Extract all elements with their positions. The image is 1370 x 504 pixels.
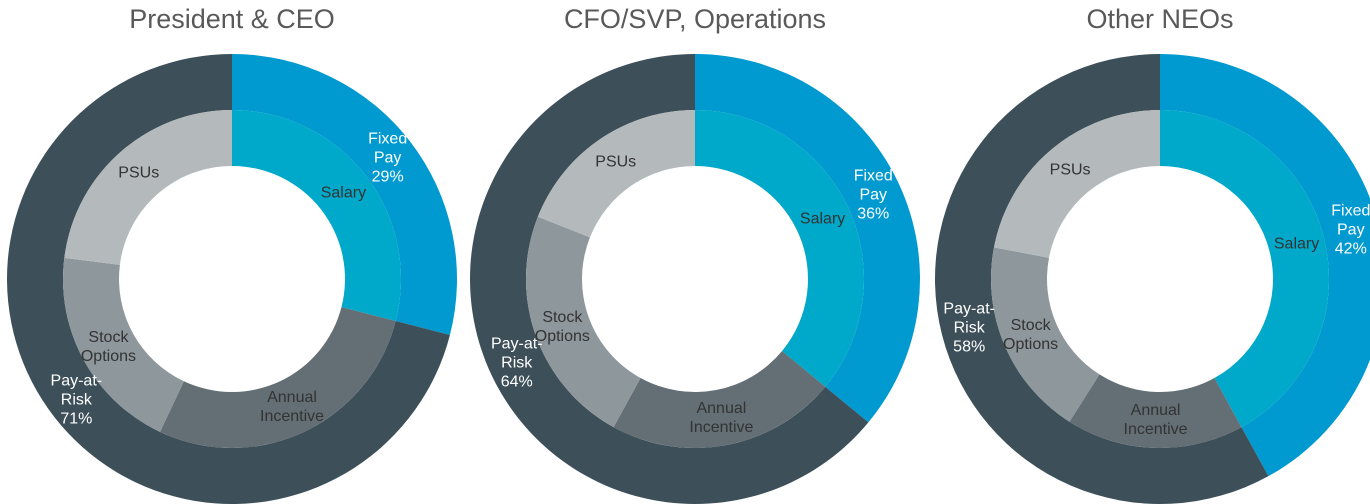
outer-segment [470,54,869,504]
category-label: PSUs [1049,161,1091,179]
segment-label: Pay-at-Risk 58% [943,299,995,356]
category-label: Stock Options [80,328,136,365]
segment-label: Fixed Pay 36% [847,167,899,224]
category-label: Annual Incentive [689,399,754,436]
outer-segment [935,54,1269,504]
chart-title: CFO/SVP, Operations [563,4,827,34]
category-label: Salary [320,184,367,202]
value-label: 36% [857,205,890,223]
value-label: 64% [500,373,533,391]
inner-segment [991,247,1100,422]
segment-label: Salary [1257,234,1337,253]
inner-segment [537,110,695,238]
chart-title: President & CEO [129,4,335,34]
category-label: Fixed Pay [853,167,893,204]
inner-segment [232,110,402,322]
segment-label: Annual Incentive [681,399,761,437]
inner-segment [613,351,826,449]
category-label: Salary [1273,235,1320,253]
outer-segment [232,54,457,335]
category-label: Fixed Pay [1331,202,1370,239]
segment-label: Fixed Pay 29% [362,130,414,187]
inner-segment [62,257,184,432]
value-label: 29% [371,168,404,186]
outer-segment [695,54,920,423]
segment-label: Annual Incentive [252,388,332,426]
segment-label: PSUs [99,164,179,183]
inner-segment [160,307,396,448]
value-label: 42% [1334,240,1367,258]
segment-label: PSUs [576,153,656,172]
segment-label: PSUs [1030,161,1110,180]
category-label: Annual Incentive [260,388,325,425]
category-label: Pay-at-Risk [50,372,103,409]
chart-title: Other NEOs [1086,4,1234,34]
category-label: Pay-at-Risk [943,300,995,337]
segment-label: Stock Options [991,316,1071,354]
inner-segment [1160,110,1329,428]
category-label: Salary [799,210,846,228]
category-label: Stock Options [1003,316,1059,353]
category-label: PSUs [595,153,637,171]
segment-label: Salary [783,209,863,228]
value-label: 71% [60,410,93,428]
outer-segment [1160,54,1370,477]
category-label: Stock Options [534,308,590,345]
segment-label: Stock Options [68,328,148,366]
category-label: Fixed Pay [368,130,408,167]
inner-segment [993,110,1160,258]
inner-segment [695,110,864,387]
category-label: Annual Incentive [1123,401,1188,438]
segment-label: Salary [303,183,383,202]
segment-label: Stock Options [522,308,602,346]
segment-label: Pay-at-Risk 71% [50,371,103,428]
segment-label: Annual Incentive [1116,401,1196,439]
segment-label: Pay-at-Risk 64% [491,334,543,391]
category-label: Pay-at-Risk [490,335,543,372]
category-label: PSUs [118,164,160,182]
segment-label: Fixed Pay 42% [1325,202,1370,259]
value-label: 58% [953,338,986,356]
inner-segment [1069,374,1242,448]
inner-segment [526,216,641,428]
inner-segment [64,110,233,265]
